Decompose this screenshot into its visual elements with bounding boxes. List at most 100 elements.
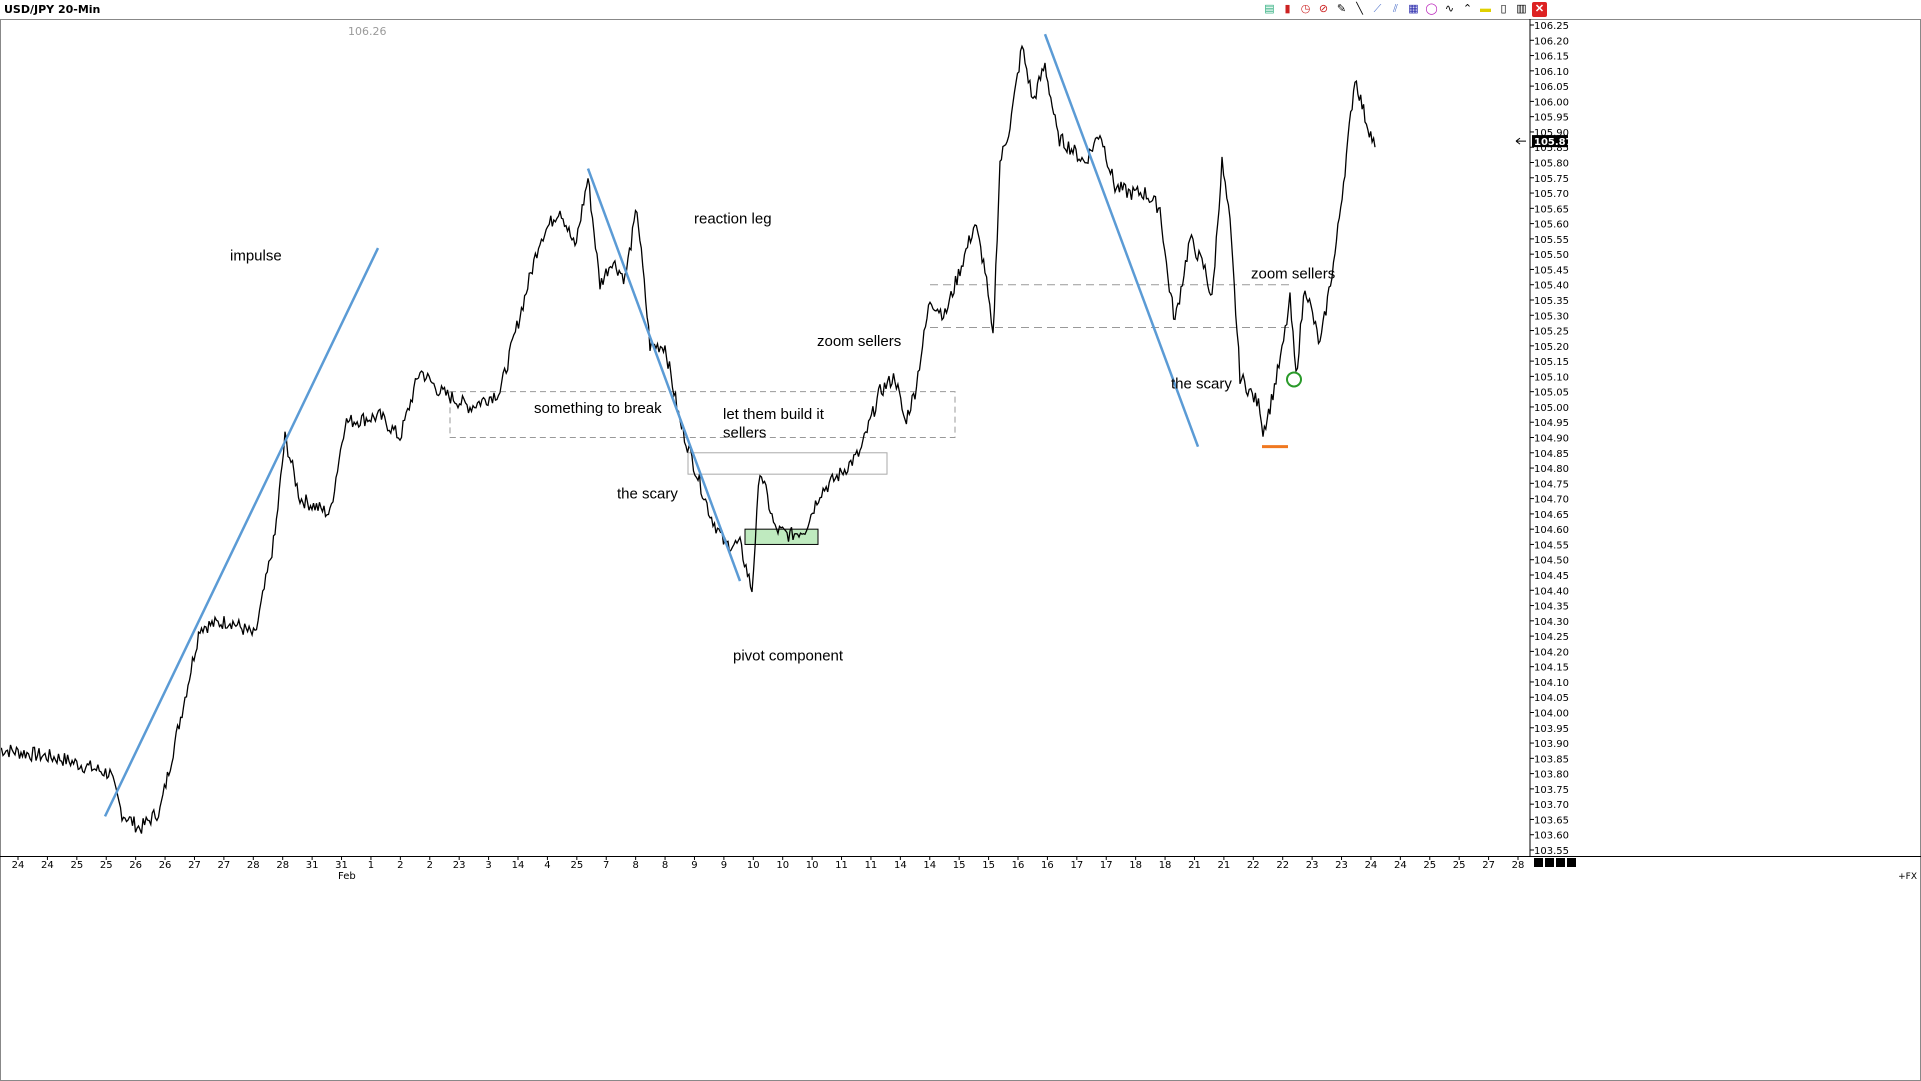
time-label: 8 (662, 860, 668, 871)
time-label: 21 (1188, 860, 1201, 871)
zone-box (687, 452, 888, 475)
pencil-icon[interactable]: ✎ (1336, 3, 1347, 15)
price-label: 103.90 (1534, 739, 1569, 750)
time-label: 23 (1306, 860, 1319, 871)
time-label: 10 (776, 860, 789, 871)
time-label: 25 (1423, 860, 1436, 871)
time-label: 9 (721, 860, 727, 871)
price-label: 106.05 (1534, 82, 1569, 93)
time-label: 17 (1070, 860, 1083, 871)
price-label: 104.20 (1534, 647, 1569, 658)
time-label: 28 (1512, 860, 1525, 871)
price-label: 105.85 (1534, 143, 1569, 154)
annotation-label: impulse (230, 247, 282, 264)
price-label: 106.00 (1534, 97, 1569, 108)
price-label: 104.50 (1534, 556, 1569, 567)
lock-icon[interactable]: ▯ (1500, 3, 1507, 15)
time-label: 15 (982, 860, 995, 871)
green-circle-marker (1286, 371, 1302, 388)
time-label: 18 (1159, 860, 1172, 871)
price-label: 105.45 (1534, 265, 1569, 276)
time-label: 22 (1276, 860, 1289, 871)
annotation-label: zoom sellers (817, 333, 901, 350)
trendline (586, 168, 742, 582)
price-label: 104.40 (1534, 586, 1569, 597)
price-label: 105.90 (1534, 128, 1569, 139)
annotation-label: something to break (534, 400, 662, 417)
scroll-block (1556, 858, 1565, 867)
annotation-label: the scary (617, 486, 678, 503)
trash-icon[interactable]: ▥ (1516, 3, 1527, 15)
price-label: 104.75 (1534, 479, 1569, 490)
current-price-label: 105.87 (1534, 137, 1573, 148)
price-label: 104.55 (1534, 540, 1569, 551)
circle-icon[interactable]: ◯ (1425, 3, 1438, 15)
annotation-label: zoom sellers (1251, 266, 1335, 283)
trendline-icon[interactable]: ⟋ (1373, 3, 1382, 15)
time-label: 14 (923, 860, 936, 871)
wave-icon[interactable]: ∿ (1444, 3, 1455, 15)
time-label: 16 (1041, 860, 1054, 871)
candle-icon[interactable]: ▮ (1284, 3, 1291, 15)
time-label: 24 (1394, 860, 1407, 871)
price-label: 104.10 (1534, 678, 1569, 689)
close-icon[interactable]: ✕ (1532, 2, 1547, 17)
chart-style-icon[interactable]: ▤ (1264, 3, 1275, 15)
price-label: 105.55 (1534, 235, 1569, 246)
price-label: 104.60 (1534, 525, 1569, 536)
price-label: 103.65 (1534, 815, 1569, 826)
price-label: 104.65 (1534, 510, 1569, 521)
no-entry-icon[interactable]: ⊘ (1318, 3, 1329, 15)
price-label: 104.25 (1534, 632, 1569, 643)
time-label: 25 (100, 860, 113, 871)
time-label: 26 (159, 860, 172, 871)
price-label: 103.70 (1534, 800, 1569, 811)
zone-green-box (744, 528, 819, 545)
time-label: 15 (953, 860, 966, 871)
time-label: 9 (691, 860, 697, 871)
price-label: 105.25 (1534, 327, 1569, 338)
price-label: 105.65 (1534, 204, 1569, 215)
time-label: 22 (1247, 860, 1260, 871)
time-label: 1 (368, 860, 374, 871)
time-label: 31 (335, 860, 348, 871)
price-label: 105.35 (1534, 296, 1569, 307)
grid-icon[interactable]: ▦ (1408, 3, 1419, 15)
current-price-arrow (1515, 137, 1526, 145)
annotation-label: let them build it (723, 406, 825, 423)
price-label: 103.60 (1534, 831, 1569, 842)
price-label: 103.75 (1534, 785, 1569, 796)
price-label: 106.20 (1534, 36, 1569, 47)
price-label: 105.80 (1534, 159, 1569, 170)
chevron-icon[interactable]: ⌃ (1462, 3, 1473, 15)
annotation-label: reaction leg (694, 211, 772, 228)
chart-title: USD/JPY 20-Min (4, 3, 101, 16)
price-label: 104.00 (1534, 709, 1569, 720)
time-axis: 24 24 25 25 26 26 27 27 28 28 31 31 1 2 2 23 3 14 4 25 7 8 8 9 9… (12, 856, 1917, 882)
time-label: 4 (544, 860, 550, 871)
fill-bar-icon[interactable]: ▬ (1480, 3, 1491, 15)
price-label: 105.05 (1534, 388, 1569, 399)
time-label: 17 (1100, 860, 1113, 871)
price-label: 106.15 (1534, 52, 1569, 63)
channel-icon[interactable]: ⫽ (1393, 3, 1398, 15)
time-label: 18 (1129, 860, 1142, 871)
time-label: 24 (12, 860, 25, 871)
time-label: 31 (306, 860, 319, 871)
time-label: 3 (485, 860, 491, 871)
chart-border (0, 19, 1921, 1081)
price-label: 105.75 (1534, 174, 1569, 185)
price-label: 105.20 (1534, 342, 1569, 353)
line-icon[interactable]: ╲ (1356, 3, 1363, 15)
price-label: 105.15 (1534, 357, 1569, 368)
price-label: 105.10 (1534, 372, 1569, 383)
trendline (1043, 33, 1200, 448)
scroll-block (1534, 858, 1543, 867)
price-label: 104.70 (1534, 495, 1569, 506)
clock-icon[interactable]: ◷ (1300, 3, 1311, 15)
annotation-label: the scary (1171, 376, 1232, 393)
price-label: 105.60 (1534, 220, 1569, 231)
price-label: 104.95 (1534, 418, 1569, 429)
time-label: 27 (188, 860, 201, 871)
